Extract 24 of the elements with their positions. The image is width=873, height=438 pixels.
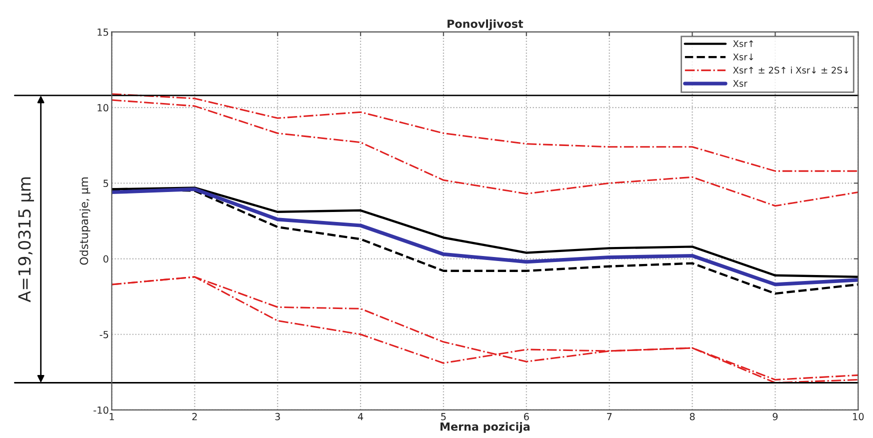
y-tick-label: 5 — [104, 180, 108, 188]
x-tick-label: 4 — [358, 413, 364, 420]
y-tick-label: 15 — [98, 28, 108, 36]
x-axis-title: Merna pozicija — [440, 422, 530, 433]
x-tick-label: 3 — [275, 412, 280, 420]
x-tick-label: 7 — [607, 413, 612, 420]
legend-label: Xsr↓ — [733, 54, 754, 60]
x-tick-label: 10 — [853, 412, 864, 420]
y-tick-label: -10 — [94, 406, 108, 414]
legend-label: Xsr — [733, 80, 748, 87]
legend-label: Xsr↑ ± 2S↑ i Xsr↓ ± 2S↓ — [733, 66, 848, 74]
x-tick-label: 1 — [110, 413, 114, 420]
x-tick-label: 2 — [192, 412, 197, 420]
y-tick-label: 10 — [98, 104, 108, 112]
x-tick-label: 5 — [441, 413, 446, 420]
x-tick-label: 9 — [772, 412, 778, 420]
y-tick-label: -5 — [100, 330, 108, 338]
legend-label: Xsr↑ — [733, 40, 754, 48]
x-tick-label: 6 — [524, 412, 529, 420]
x-tick-label: 8 — [690, 412, 695, 420]
text: A=19,0315 µm — [18, 177, 34, 302]
y-axis-title: Odstupanje, µm — [80, 178, 90, 265]
y-tick-label: 0 — [103, 255, 108, 263]
chart-title: Ponovljivost — [448, 19, 524, 30]
